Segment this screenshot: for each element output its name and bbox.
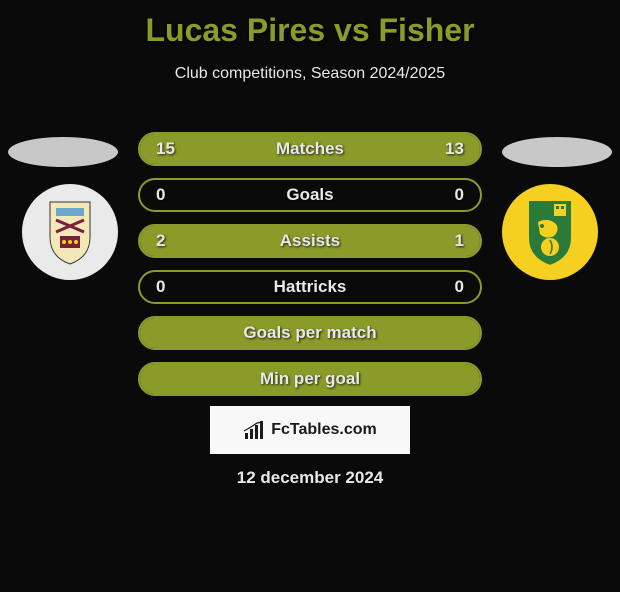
stat-label: Min per goal [260,369,360,389]
norwich-badge-icon [500,182,600,282]
stat-right-value: 1 [434,231,464,251]
ellipse-shadow-left [8,137,118,167]
stat-right-value: 0 [434,277,464,297]
chart-icon [243,421,265,439]
stat-row-matches: 15 Matches 13 [138,132,482,166]
burnley-badge-icon [20,182,120,282]
stat-row-hattricks: 0 Hattricks 0 [138,270,482,304]
ellipse-shadow-right [502,137,612,167]
page-title: Lucas Pires vs Fisher [0,12,620,49]
team-badge-right [500,182,600,282]
subtitle: Club competitions, Season 2024/2025 [0,65,620,83]
team-badge-left [20,182,120,282]
stats-container: 15 Matches 13 0 Goals 0 2 Assists 1 0 Ha… [138,132,482,408]
stat-row-goals-per-match: Goals per match [138,316,482,350]
stat-left-value: 15 [156,139,186,159]
stat-row-goals: 0 Goals 0 [138,178,482,212]
stat-left-value: 2 [156,231,186,251]
stat-row-min-per-goal: Min per goal [138,362,482,396]
date-text: 12 december 2024 [237,468,384,488]
stat-label: Assists [280,231,340,251]
stat-left-value: 0 [156,185,186,205]
stat-right-value: 0 [434,185,464,205]
stat-label: Goals per match [243,323,376,343]
stat-label: Hattricks [274,277,347,297]
stat-right-value: 13 [434,139,464,159]
stat-label: Goals [286,185,333,205]
stat-label: Matches [276,139,344,159]
stat-left-value: 0 [156,277,186,297]
footer-text: FcTables.com [271,421,377,439]
footer-attribution: FcTables.com [210,406,410,454]
stat-row-assists: 2 Assists 1 [138,224,482,258]
